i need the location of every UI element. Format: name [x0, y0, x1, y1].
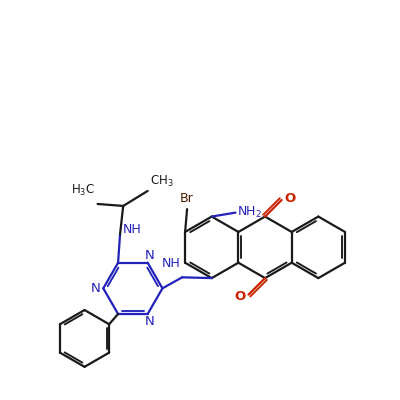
- Text: H$_3$C: H$_3$C: [72, 183, 96, 198]
- Text: O: O: [234, 290, 245, 303]
- Text: N: N: [145, 249, 154, 262]
- Text: Br: Br: [180, 192, 194, 205]
- Text: N: N: [90, 282, 100, 295]
- Text: CH$_3$: CH$_3$: [150, 174, 173, 189]
- Text: O: O: [285, 192, 296, 204]
- Text: NH: NH: [123, 223, 142, 236]
- Text: NH$_2$: NH$_2$: [237, 205, 262, 220]
- Text: NH: NH: [162, 257, 180, 270]
- Text: N: N: [145, 314, 154, 328]
